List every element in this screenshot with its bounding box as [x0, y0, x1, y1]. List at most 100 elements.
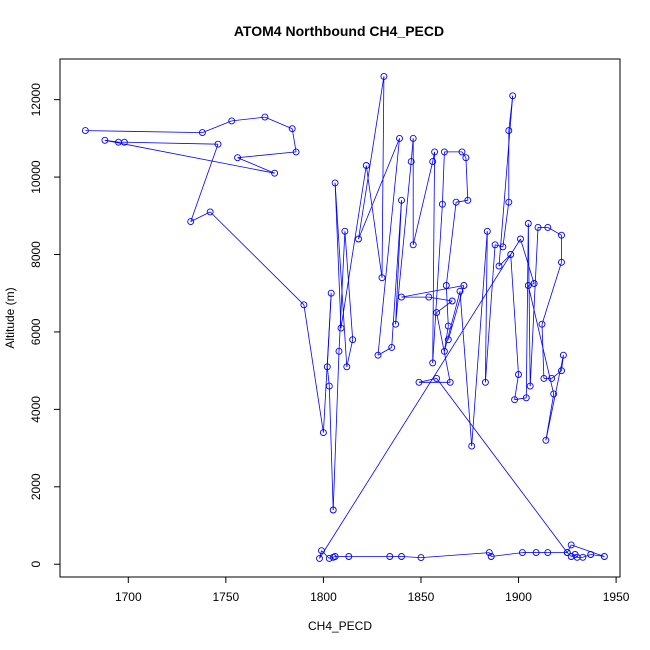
data-point: [214, 140, 222, 148]
data-point: [388, 343, 396, 351]
x-axis-label: CH4_PECD: [308, 619, 372, 633]
x-tick-label: 1700: [115, 590, 142, 604]
series-segment: [401, 285, 464, 298]
data-point: [517, 235, 524, 243]
series-segment: [459, 291, 473, 447]
series-segment: [190, 211, 211, 222]
data-point: [396, 134, 403, 142]
data-point: [318, 547, 325, 555]
y-tick-label: 0: [29, 561, 43, 568]
data-point: [538, 320, 546, 328]
data-point: [468, 442, 476, 450]
data-point: [331, 553, 339, 560]
data-point: [567, 541, 575, 549]
y-tick-label: 12000: [29, 83, 43, 117]
series-segment: [514, 397, 527, 401]
data-point: [544, 549, 552, 557]
series-segment: [340, 165, 367, 329]
data-point: [409, 241, 417, 249]
series-segment: [334, 182, 348, 367]
data-point: [499, 243, 507, 251]
data-point: [544, 223, 552, 231]
series-segment: [488, 552, 492, 557]
data-point: [386, 553, 394, 560]
data-point: [329, 506, 337, 514]
series-segment: [264, 116, 293, 130]
data-point: [120, 138, 128, 146]
series-segment: [237, 157, 275, 174]
series-segment: [514, 374, 519, 400]
y-tick-label: 2000: [29, 473, 43, 500]
data-point: [532, 549, 540, 557]
series-segment: [326, 293, 332, 367]
series-segment: [237, 151, 297, 159]
series-segment: [436, 378, 568, 553]
data-point: [487, 553, 495, 560]
series-segment: [545, 355, 564, 441]
data-point: [511, 396, 519, 404]
data-point: [509, 92, 517, 100]
series-segment: [465, 157, 469, 201]
data-point: [431, 148, 439, 156]
data-point: [458, 148, 466, 156]
data-point: [327, 289, 335, 297]
series-segment: [571, 554, 576, 557]
series-segment: [321, 550, 330, 559]
data-point: [526, 382, 534, 390]
series-segment: [124, 141, 219, 145]
data-point: [558, 258, 565, 266]
data-point: [448, 297, 456, 305]
data-point: [323, 363, 331, 371]
series-segment: [432, 204, 443, 363]
data-point: [337, 324, 345, 332]
series-segment: [445, 202, 457, 286]
data-point: [563, 549, 571, 557]
data-point: [495, 262, 503, 270]
data-point: [559, 351, 567, 359]
data-point: [378, 274, 386, 282]
series-segment: [319, 550, 322, 559]
data-point: [380, 72, 388, 80]
data-point: [433, 309, 441, 317]
series-segment: [395, 200, 402, 325]
series-segment: [365, 165, 383, 278]
data-point: [335, 347, 343, 355]
data-point: [456, 287, 464, 295]
data-point: [292, 148, 300, 156]
series-segment: [471, 231, 488, 447]
series-segment: [381, 76, 385, 278]
data-point: [415, 378, 423, 386]
data-point: [392, 320, 400, 328]
series-segment: [510, 254, 519, 375]
y-axis: 0 2000 4000 6000 8000 10000 12000: [29, 83, 61, 568]
series-segment: [346, 339, 354, 367]
series-segment: [358, 76, 385, 240]
series-segment: [444, 291, 461, 352]
data-point: [446, 378, 454, 386]
data-point: [261, 113, 269, 121]
data-point: [530, 280, 538, 287]
x-tick-label: 1850: [408, 590, 435, 604]
series-segment: [566, 544, 572, 553]
x-tick-label: 1800: [310, 590, 337, 604]
series-segment: [461, 151, 467, 158]
data-point: [505, 127, 513, 135]
x-tick-label: 1900: [505, 590, 532, 604]
data-point: [542, 436, 550, 444]
data-point: [515, 371, 522, 378]
series-segment: [391, 200, 402, 348]
series-segment: [377, 138, 400, 356]
data-point: [505, 198, 513, 206]
data-point: [442, 282, 450, 289]
series-segment: [502, 202, 510, 247]
data-point: [355, 235, 362, 243]
data-point: [407, 158, 415, 166]
series-segment: [333, 556, 336, 558]
series-segment: [432, 151, 435, 363]
data-point: [325, 382, 333, 390]
data-point: [550, 390, 558, 398]
series-segment: [190, 144, 219, 222]
data-point: [198, 129, 206, 137]
data-point: [587, 551, 595, 558]
series-segment: [358, 138, 400, 240]
